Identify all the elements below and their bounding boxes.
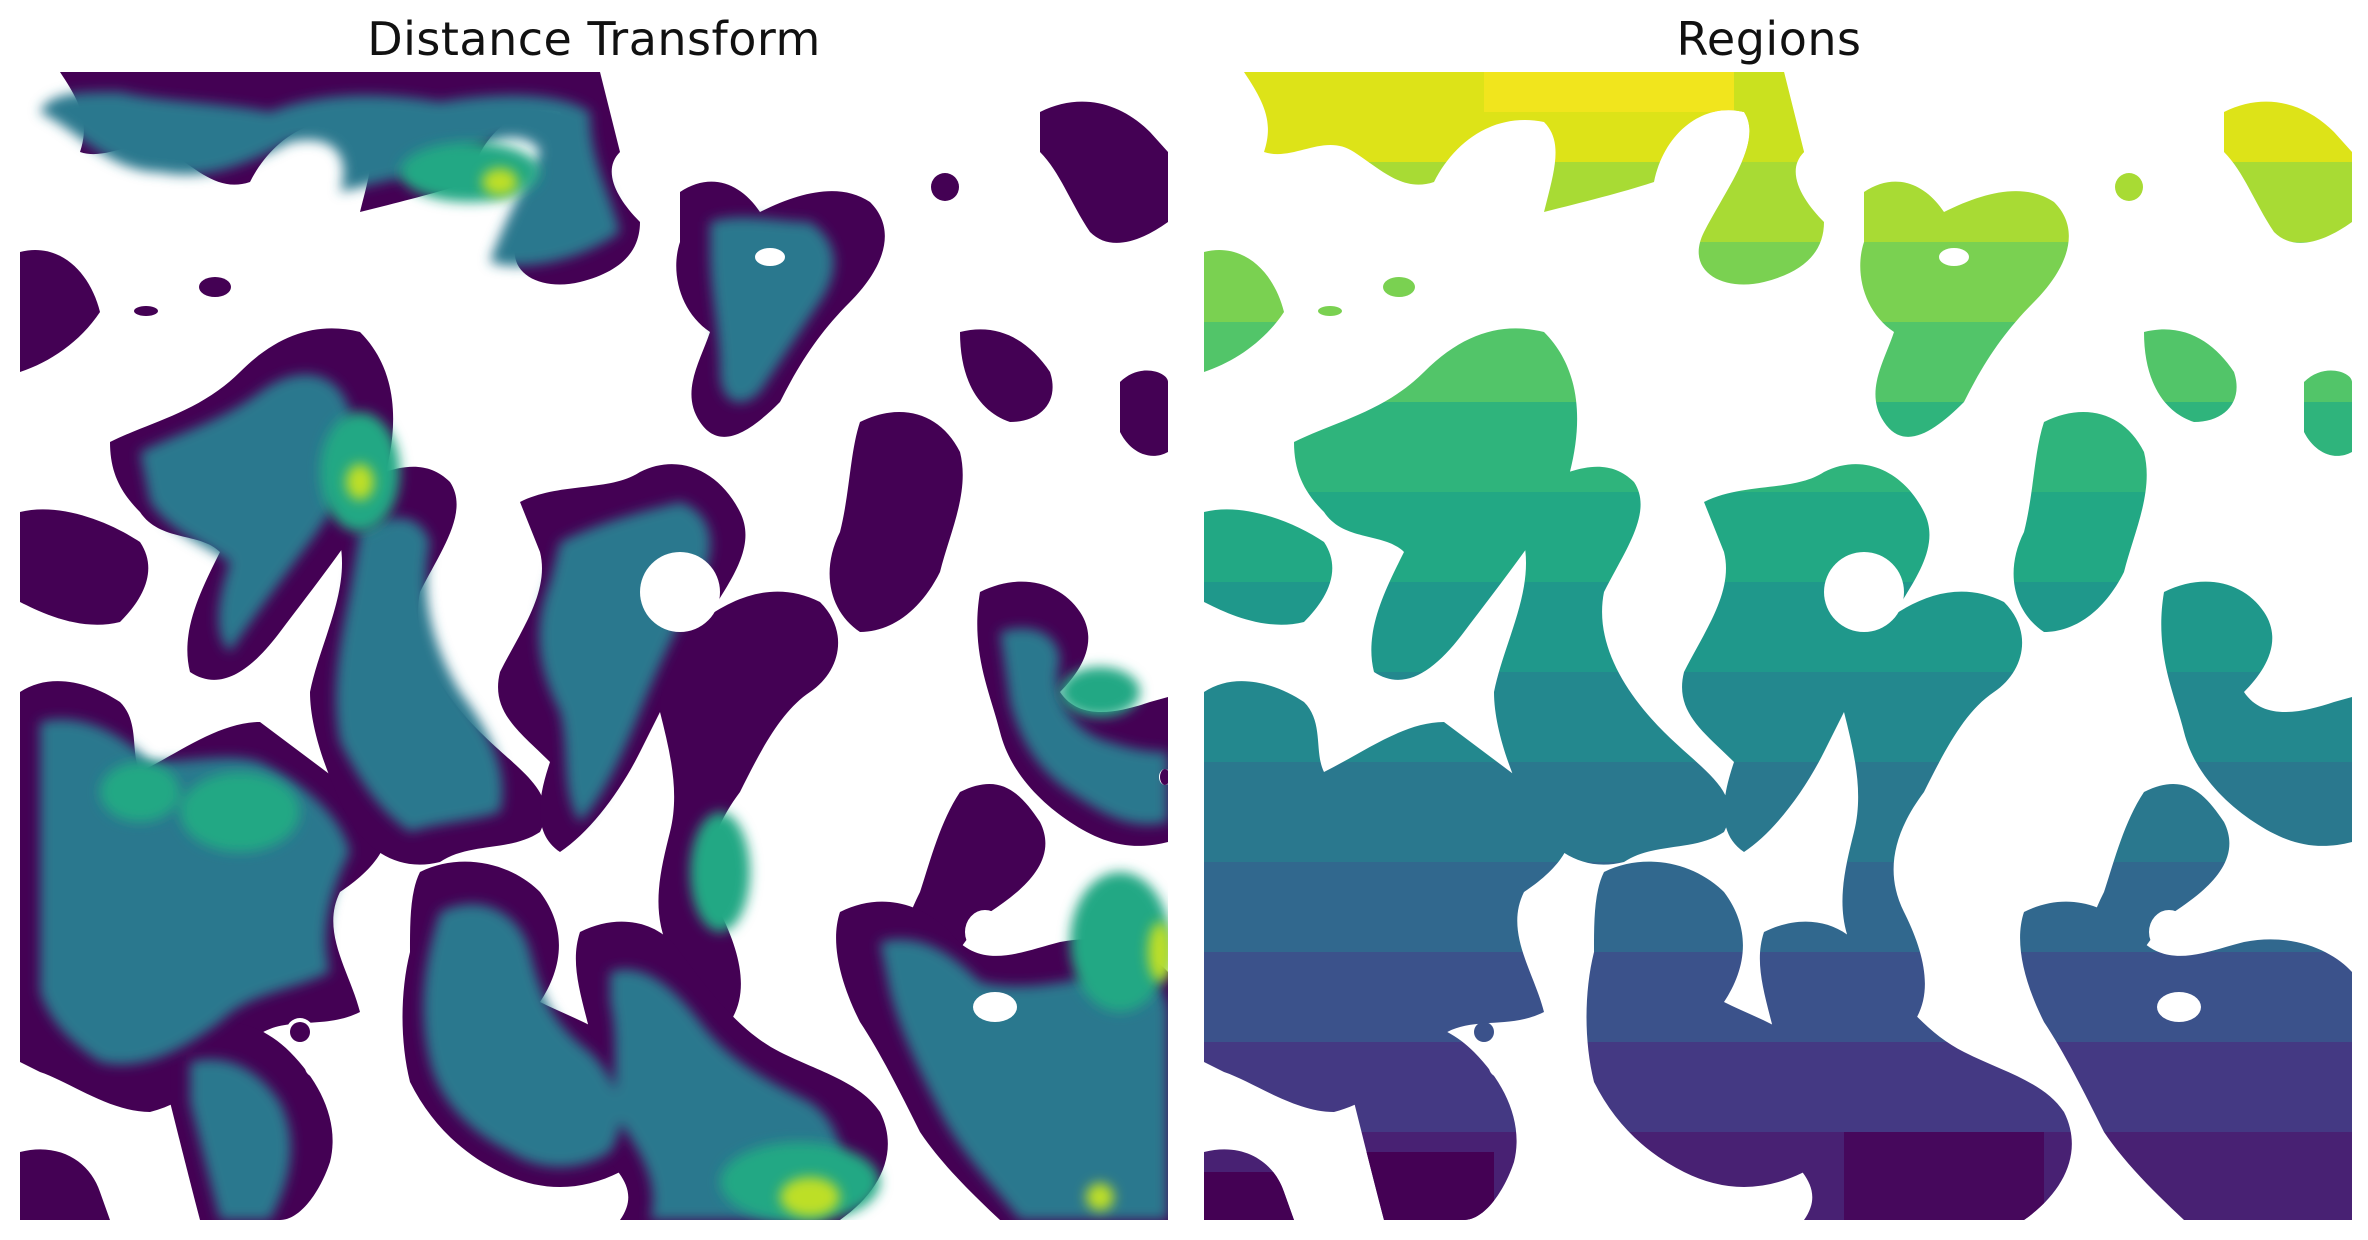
- regions-svg: [1204, 72, 2352, 1220]
- distance-transform-title: Distance Transform: [367, 12, 821, 66]
- distance-transform-panel: Distance Transform: [20, 12, 1168, 1220]
- regions-title: Regions: [1676, 12, 1862, 66]
- region-small-blob: [1474, 1022, 1494, 1042]
- region-holes: [1489, 248, 2201, 1077]
- small-blobs: [134, 173, 1168, 1042]
- distance-transform-image: [20, 72, 1168, 1220]
- peak-distance-layer: [346, 168, 1168, 1217]
- regions-image: [1204, 72, 2352, 1220]
- distance-transform-svg: [20, 72, 1168, 1220]
- regions-panel: Regions: [1184, 0, 2368, 1240]
